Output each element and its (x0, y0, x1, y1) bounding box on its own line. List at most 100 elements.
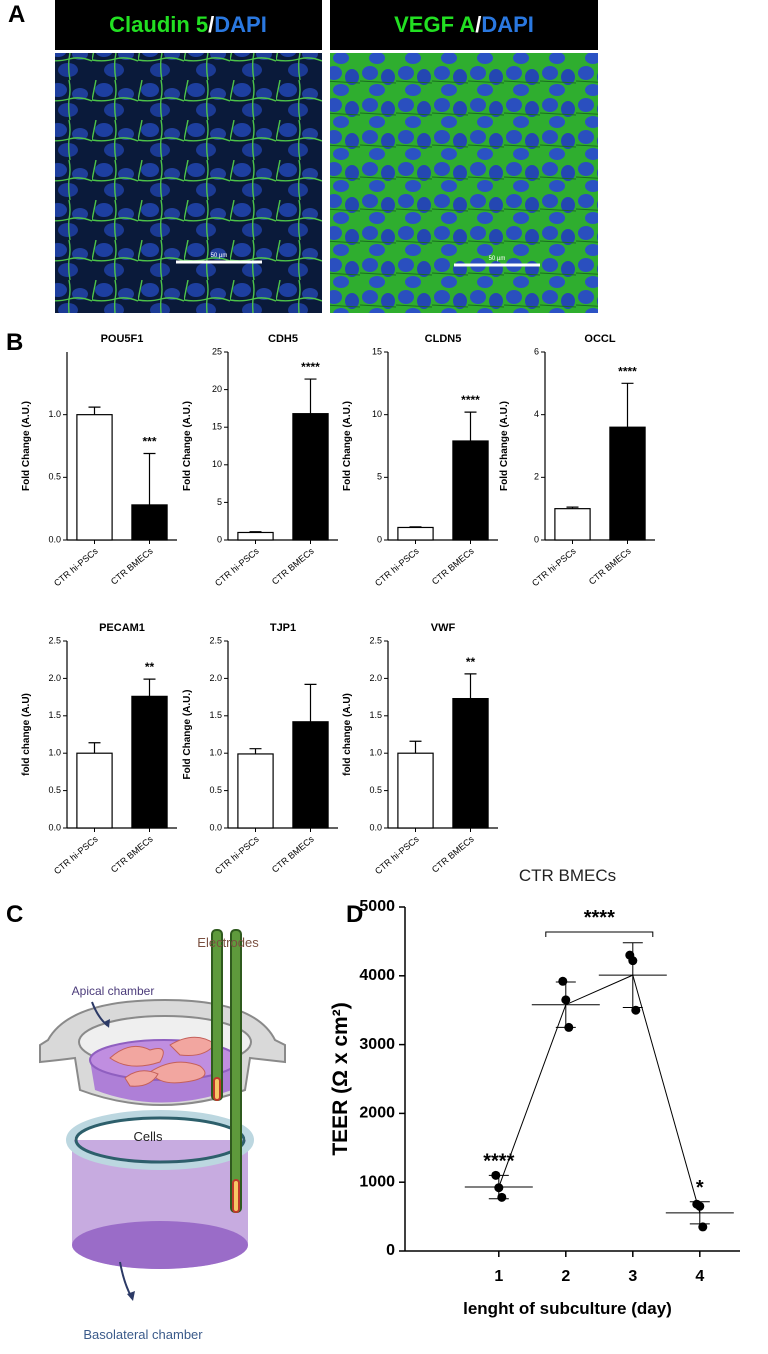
error-bar (143, 452, 156, 505)
y-tick-label: 1000 (359, 1173, 395, 1190)
y-tick-label: 2000 (359, 1105, 395, 1122)
bar (76, 752, 113, 829)
error-bar (566, 506, 579, 509)
error-bar (249, 748, 262, 754)
image-title-bar (55, 0, 322, 50)
data-point (631, 1005, 641, 1015)
diagram-label: Cells (134, 1129, 163, 1144)
chart-title: OCCL (584, 333, 615, 345)
y-axis-label: Fold Change (A.U.) (342, 401, 353, 491)
y-tick-label: 1.0 (48, 409, 61, 419)
significance: **** (461, 393, 480, 407)
scatter-chart: CTR BMECs 0 1000 2000 3000 4000 5000 1 2 3 4 lenght… (329, 866, 740, 1318)
error-bar (621, 382, 634, 428)
y-tick-label: 0.0 (209, 822, 222, 832)
stain: DAPI (214, 12, 267, 37)
y-tick-label: 0.5 (369, 785, 382, 795)
x-tick-label: CTR hi-PSCs (213, 834, 261, 877)
y-tick-label: 20 (212, 384, 222, 394)
data-point (698, 1222, 708, 1232)
x-tick-label: CTR hi-PSCs (213, 546, 261, 589)
error-bar (304, 378, 317, 414)
data-point (558, 976, 568, 986)
y-tick-label: 4000 (359, 967, 395, 984)
significance: **** (301, 360, 320, 374)
panel-label: D (346, 901, 363, 928)
bar (452, 697, 489, 829)
error-bar (409, 740, 422, 754)
micrograph (55, 53, 322, 313)
x-tick-label: 2 (561, 1268, 570, 1285)
significance-bracket (545, 931, 654, 937)
x-tick-label: CTR hi-PSCs (373, 546, 421, 589)
y-tick-label: 0.5 (209, 785, 222, 795)
y-axis-label: fold change (A.U) (342, 693, 353, 776)
y-tick-label: 0.0 (48, 822, 61, 832)
bar-chart: CDH5 0 5 10 15 20 25 Fold Change (A.U.) CTR hi-P… (182, 333, 338, 588)
y-tick-label: 2.0 (209, 673, 222, 683)
separator: / (208, 12, 214, 37)
y-tick-label: 1.0 (369, 748, 382, 758)
bar (554, 508, 591, 541)
significance: *** (142, 435, 156, 449)
chart-title: PECAM1 (99, 622, 145, 634)
error-bar (249, 531, 262, 533)
error-bar (143, 678, 156, 697)
bar-chart: POU5F1 0.0 0.5 1.0 Fold Change (A.U.) CTR hi-… (21, 333, 177, 588)
bar-chart: TJP1 0.0 0.5 1.0 1.5 2.0 2.5 Fold Change (A.U.)… (182, 622, 338, 876)
significance: **** (618, 364, 637, 378)
y-tick-label: 0 (377, 534, 382, 544)
data-point (491, 1170, 501, 1180)
scale-bar-label: 50 µm (211, 253, 228, 259)
data-point (695, 1201, 705, 1211)
bar (237, 531, 274, 541)
separator: / (475, 12, 481, 37)
error-bar (409, 526, 422, 528)
y-tick-label: 5000 (359, 898, 395, 915)
y-tick-label: 2.5 (209, 635, 222, 645)
micrograph (330, 53, 598, 313)
y-axis-label: Fold Change (A.U.) (21, 401, 32, 491)
y-tick-label: 25 (212, 346, 222, 356)
x-tick-label: CTR hi-PSCs (530, 546, 578, 589)
error-bar (304, 683, 317, 722)
x-tick-label: CTR BMECs (270, 546, 316, 587)
bar (292, 721, 329, 829)
stain: Claudin 5 (109, 12, 208, 37)
y-tick-label: 0 (217, 534, 222, 544)
y-axis-label: TEER (Ω x cm²) (329, 1002, 352, 1155)
panel-label: B (6, 329, 23, 356)
bar (292, 413, 329, 541)
diagram-label: Apical chamber (72, 984, 155, 998)
x-tick-label: CTR BMECs (430, 834, 476, 875)
panel-label: C (6, 901, 23, 928)
diagram-label: Basolateral chamber (83, 1327, 203, 1342)
y-tick-label: 0.5 (48, 785, 61, 795)
y-tick-label: 1.5 (209, 710, 222, 720)
bar (397, 526, 434, 541)
significance: ** (466, 655, 476, 669)
x-tick-label: CTR hi-PSCs (373, 834, 421, 877)
bar (131, 504, 168, 541)
bar (452, 440, 489, 541)
chart-title: TJP1 (270, 622, 296, 634)
x-tick-label: 4 (695, 1268, 704, 1285)
y-tick-label: 2.0 (48, 673, 61, 683)
y-tick-label: 2.5 (48, 635, 61, 645)
y-tick-label: 10 (372, 409, 382, 419)
x-tick-label: CTR BMECs (430, 546, 476, 587)
x-tick-label: CTR BMECs (109, 546, 155, 587)
chart-title: VWF (431, 622, 456, 634)
y-axis-label: Fold Change (A.U.) (182, 690, 193, 780)
y-tick-label: 0.0 (48, 534, 61, 544)
y-tick-label: 0.5 (48, 472, 61, 482)
bar-chart: VWF 0.0 0.5 1.0 1.5 2.0 2.5 fold change (A.U) CT… (342, 622, 498, 876)
y-tick-label: 2 (534, 472, 539, 482)
bar (237, 753, 274, 829)
data-point (494, 1183, 504, 1193)
x-axis-label: lenght of subculture (day) (463, 1299, 672, 1318)
significance: ** (145, 660, 155, 674)
y-tick-label: 0.0 (369, 822, 382, 832)
